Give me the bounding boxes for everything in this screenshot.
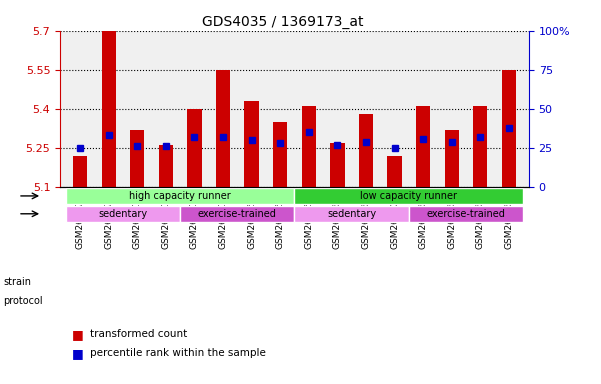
Text: ■: ■	[72, 328, 84, 341]
Bar	[388, 156, 401, 187]
FancyBboxPatch shape	[294, 188, 523, 204]
Text: sedentary: sedentary	[327, 209, 376, 219]
Text: low capacity runner: low capacity runner	[361, 191, 457, 201]
Text: ■: ■	[72, 347, 84, 360]
Bar	[359, 114, 373, 187]
Bar	[102, 31, 116, 187]
Bar	[188, 109, 201, 187]
Bar	[73, 156, 87, 187]
Bar	[416, 106, 430, 187]
FancyBboxPatch shape	[66, 206, 180, 222]
Bar	[502, 70, 516, 187]
Text: transformed count: transformed count	[90, 329, 188, 339]
Bar	[473, 106, 487, 187]
Bar	[330, 143, 344, 187]
Text: GDS4035 / 1369173_at: GDS4035 / 1369173_at	[202, 15, 363, 29]
FancyBboxPatch shape	[66, 188, 294, 204]
Bar	[159, 145, 173, 187]
FancyBboxPatch shape	[409, 206, 523, 222]
Bar	[130, 130, 144, 187]
Text: high capacity runner: high capacity runner	[129, 191, 231, 201]
Text: sedentary: sedentary	[99, 209, 148, 219]
FancyBboxPatch shape	[294, 206, 409, 222]
FancyBboxPatch shape	[180, 206, 294, 222]
Bar	[273, 122, 287, 187]
Bar	[445, 130, 459, 187]
Text: percentile rank within the sample: percentile rank within the sample	[90, 348, 266, 358]
Bar	[216, 70, 230, 187]
Text: strain: strain	[3, 277, 31, 287]
Text: exercise-trained: exercise-trained	[198, 209, 276, 219]
Text: protocol: protocol	[3, 296, 43, 306]
Bar	[302, 106, 316, 187]
Bar	[245, 101, 259, 187]
Text: exercise-trained: exercise-trained	[427, 209, 505, 219]
